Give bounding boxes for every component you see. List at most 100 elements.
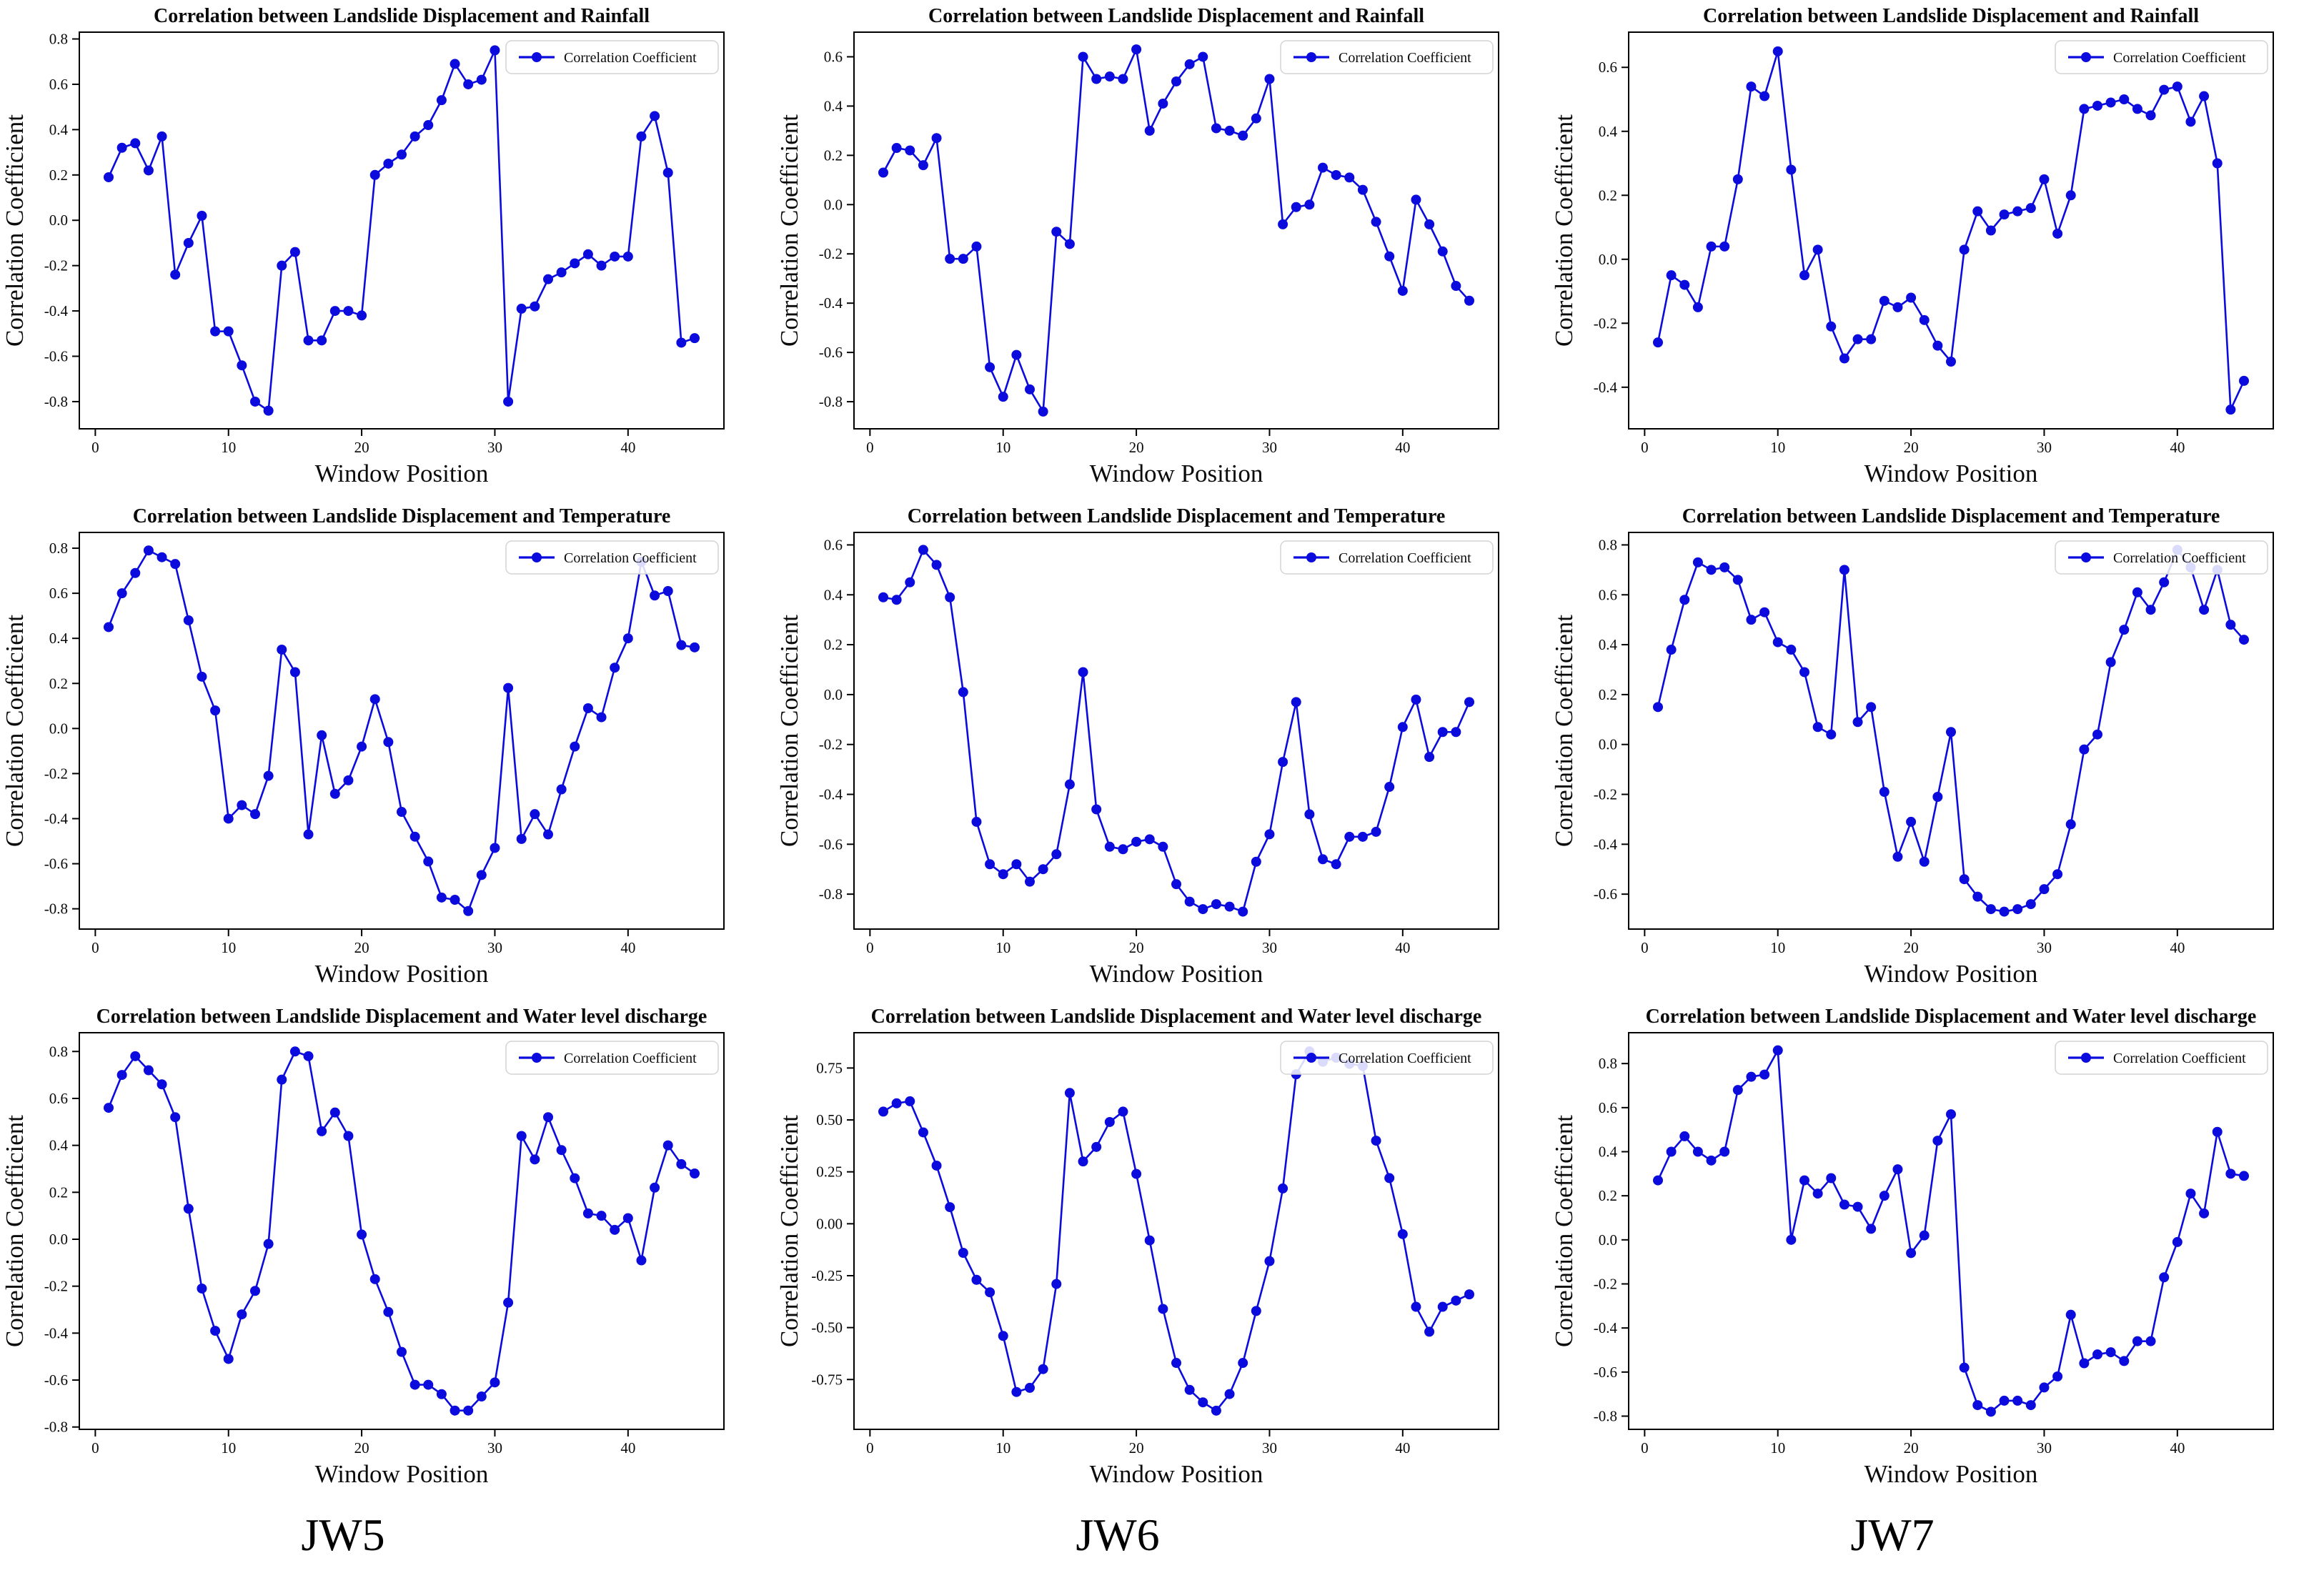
legend-marker-sample: [2081, 52, 2091, 62]
data-point: [1879, 295, 1890, 306]
data-point: [223, 326, 234, 337]
data-point: [1064, 779, 1075, 790]
data-point: [1011, 1386, 1022, 1397]
data-point: [1972, 1400, 1983, 1411]
x-tick-label: 10: [221, 1439, 236, 1457]
data-point: [918, 545, 928, 555]
x-axis-label: Window Position: [1090, 960, 1263, 988]
data-point: [1224, 901, 1235, 912]
data-point: [183, 237, 194, 248]
data-point: [905, 577, 915, 587]
data-point: [436, 1389, 447, 1399]
data-point: [1318, 854, 1328, 865]
x-tick-label: 30: [1262, 939, 1277, 956]
y-axis-label: Correlation Coefficient: [775, 114, 803, 347]
legend-label: Correlation Coefficient: [2113, 50, 2246, 66]
station-label-jw6: JW6: [1076, 1509, 1160, 1560]
data-point: [1892, 851, 1903, 862]
data-point: [2119, 1356, 2130, 1366]
data-line: [1657, 50, 2245, 411]
data-point: [1304, 809, 1315, 820]
data-point: [1038, 1364, 1048, 1374]
data-point: [2145, 1336, 2156, 1346]
chart-jw6-rainfall: Correlation between Landslide Displaceme…: [775, 0, 1549, 500]
data-point: [610, 663, 620, 673]
data-point: [1799, 270, 1809, 281]
data-point: [610, 251, 620, 262]
legend-marker-sample: [2081, 552, 2091, 562]
data-point: [1464, 295, 1474, 306]
data-point: [1091, 804, 1102, 815]
data-point: [905, 145, 915, 156]
chart-canvas: Correlation between Landslide Displaceme…: [775, 505, 1499, 988]
data-point: [1184, 59, 1195, 69]
y-tick-label: 0.4: [49, 1137, 69, 1154]
y-tick-label: 0.6: [1599, 59, 1617, 76]
legend: Correlation Coefficient: [2055, 1041, 2268, 1075]
data-point: [530, 1154, 540, 1165]
data-point: [2145, 605, 2156, 615]
data-point: [423, 120, 434, 131]
x-tick-label: 0: [1641, 439, 1649, 456]
legend-label: Correlation Coefficient: [564, 1051, 697, 1066]
data-point: [1091, 74, 1102, 84]
data-point: [570, 258, 580, 269]
data-point: [409, 131, 420, 142]
y-tick-label: 0.6: [49, 76, 68, 93]
data-point: [1679, 279, 1690, 290]
y-tick-label: 0.2: [49, 1184, 68, 1201]
y-tick-label: 0.0: [49, 212, 68, 229]
data-point: [157, 131, 167, 142]
x-tick-label: 30: [487, 939, 502, 956]
plot-border: [79, 1032, 725, 1430]
x-tick-label: 20: [1129, 939, 1144, 956]
data-point: [1666, 645, 1677, 655]
data-point: [1666, 1146, 1677, 1157]
data-point: [1064, 1088, 1075, 1098]
chart-jw7-temperature: Correlation between Landslide Displaceme…: [1549, 500, 2324, 1001]
plot-border: [79, 532, 725, 930]
legend-label: Correlation Coefficient: [1339, 1051, 1471, 1066]
data-point: [958, 254, 968, 264]
y-tick-label: -0.4: [819, 786, 843, 803]
chart-jw7-water-level-discharge: Correlation between Landslide Displaceme…: [1549, 1001, 2324, 1501]
data-point: [383, 737, 394, 748]
data-point: [289, 667, 300, 678]
data-point: [1464, 1289, 1474, 1300]
data-point: [1772, 46, 1783, 56]
data-point: [503, 1297, 514, 1308]
data-point: [1786, 164, 1797, 175]
data-point: [450, 59, 460, 69]
data-point: [1732, 1085, 1743, 1096]
data-point: [476, 870, 487, 880]
chart-canvas: Correlation between Landslide Displaceme…: [1, 1006, 725, 1488]
chart-canvas: Correlation between Landslide Displaceme…: [1, 5, 725, 487]
data-point: [2119, 625, 2130, 635]
x-tick-label: 10: [995, 1439, 1010, 1457]
data-point: [1946, 727, 1956, 738]
data-point: [1959, 1362, 1970, 1373]
data-point: [570, 741, 580, 752]
data-point: [130, 567, 141, 578]
data-point: [1932, 792, 1943, 802]
data-point: [1118, 844, 1128, 855]
y-tick-label: 0.2: [49, 167, 68, 184]
data-point: [223, 1354, 234, 1364]
data-point: [596, 260, 607, 271]
data-point: [1051, 1279, 1062, 1289]
y-axis-label: Correlation Coefficient: [775, 1115, 803, 1347]
plot-border: [853, 1032, 1499, 1430]
data-point: [931, 133, 942, 144]
data-point: [2105, 1347, 2116, 1358]
data-point: [157, 1079, 167, 1090]
data-point: [1706, 565, 1717, 575]
data-point: [1184, 1384, 1195, 1395]
x-tick-label: 20: [1904, 439, 1919, 456]
legend-label: Correlation Coefficient: [2113, 550, 2246, 566]
chart-title: Correlation between Landslide Displaceme…: [928, 5, 1424, 27]
x-tick-label: 30: [2037, 1439, 2052, 1457]
y-tick-label: -0.2: [1594, 314, 1617, 332]
data-point: [1104, 1116, 1115, 1127]
data-point: [1144, 834, 1155, 845]
y-tick-label: -0.4: [1594, 835, 1618, 853]
